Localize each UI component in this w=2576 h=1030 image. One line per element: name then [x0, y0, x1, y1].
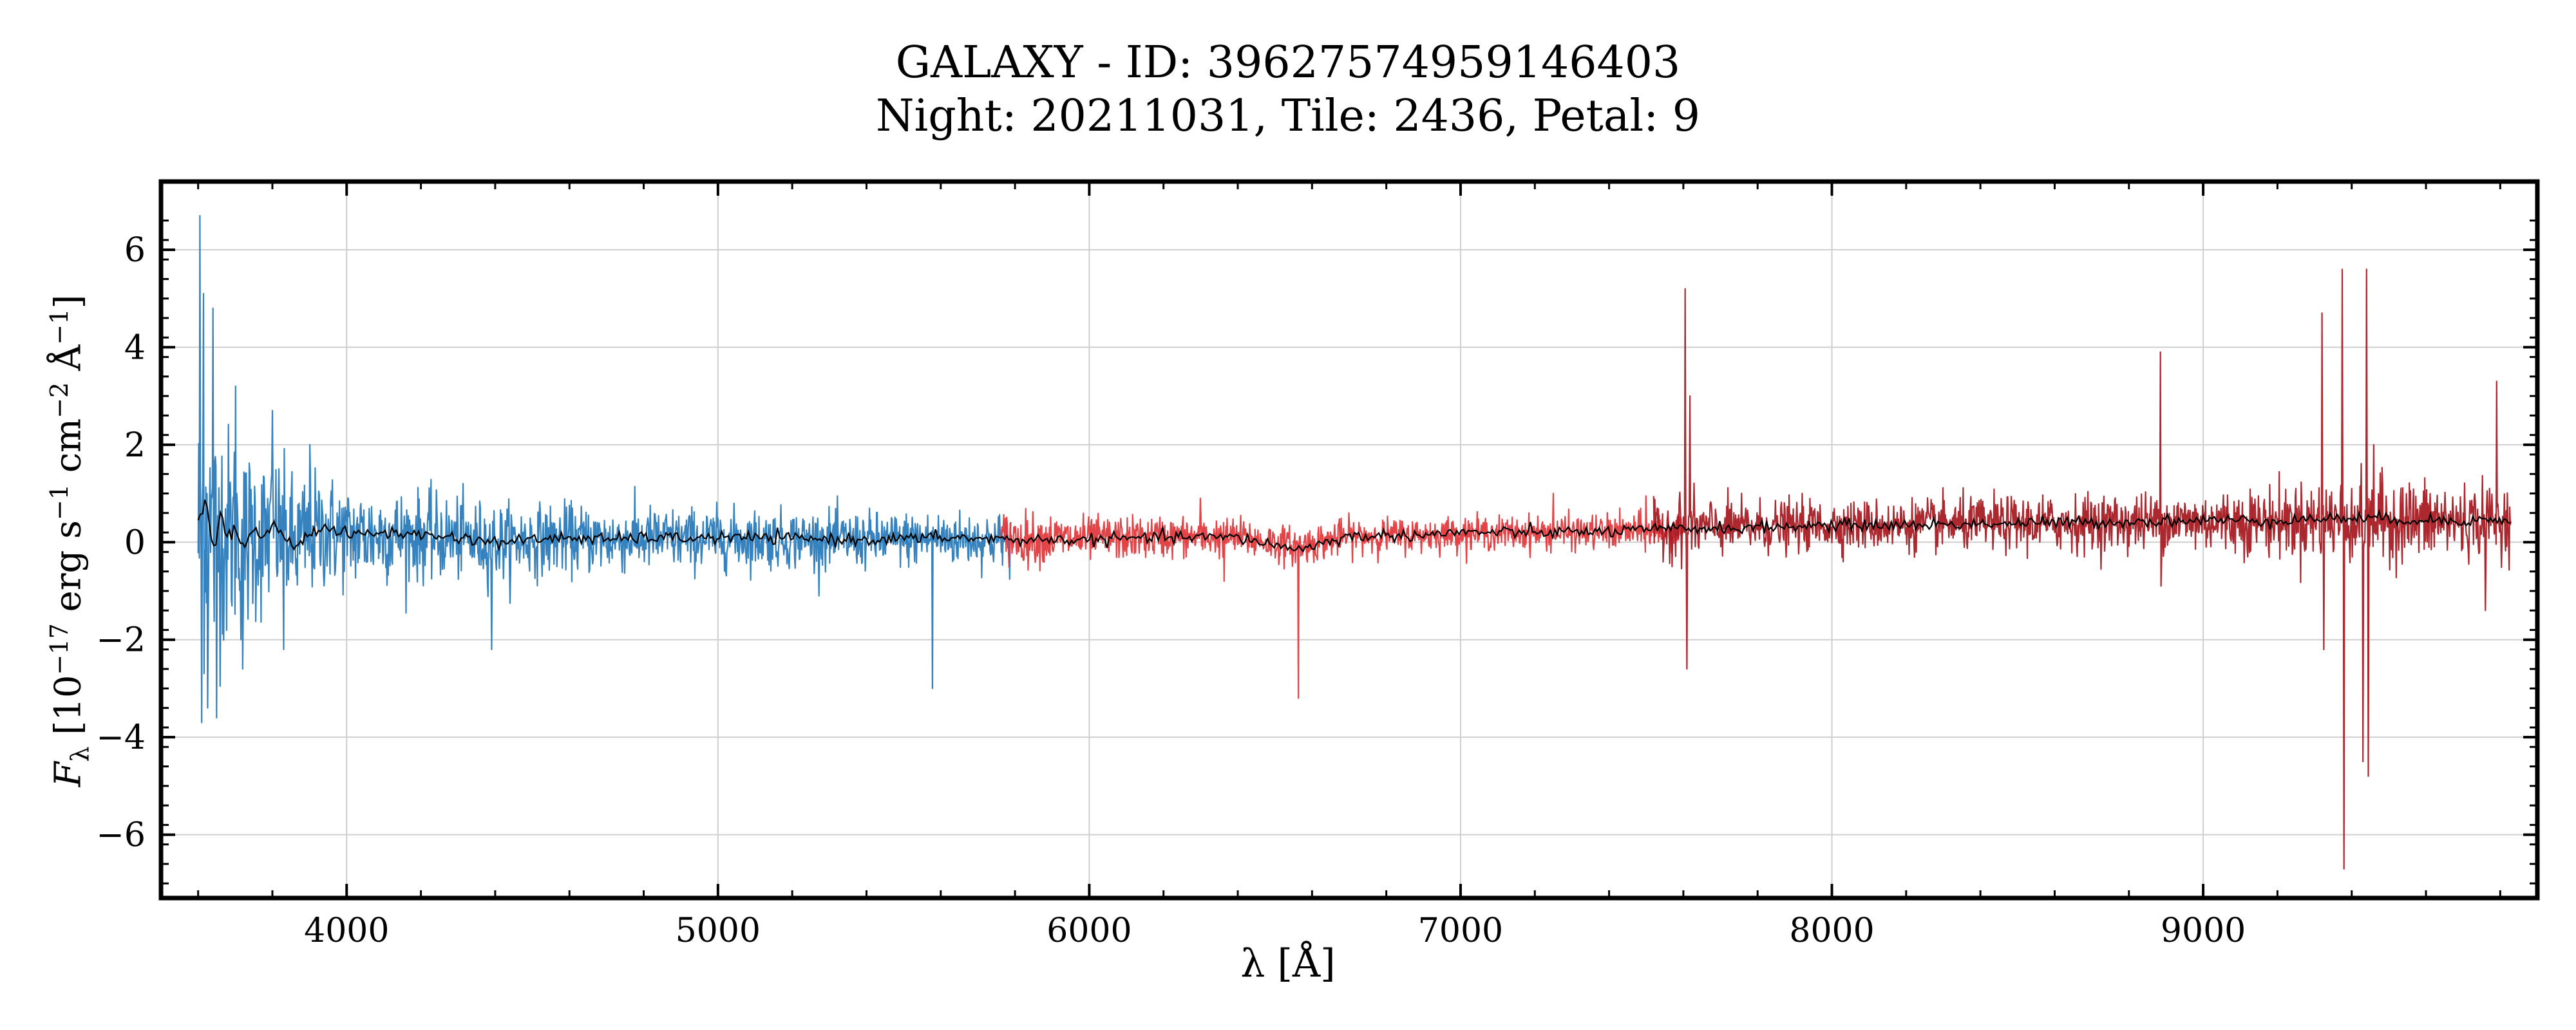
series-z-arm	[1653, 268, 2512, 870]
y-label-symbol: F	[47, 762, 90, 787]
y-label-ang: Å	[47, 344, 90, 382]
y-tick-label: 4	[124, 328, 146, 367]
y-tick-label: 2	[124, 426, 146, 465]
axes: 4000 5000 6000 7000 8000 9000 −6 −4 −2 0 2 4 6	[96, 179, 2540, 950]
x-axis-label: λ [Å]	[1240, 941, 1336, 986]
chart-title: GALAXY - ID: 39627574959146403	[895, 37, 1681, 88]
x-tick-label: 4000	[304, 912, 389, 950]
x-tick-label: 5000	[676, 912, 761, 950]
x-tick-label: 6000	[1046, 912, 1132, 950]
series-b-arm	[197, 214, 1012, 724]
chart-subtitle: Night: 20211031, Tile: 2436, Petal: 9	[875, 91, 1700, 142]
model-line-path	[197, 500, 2511, 553]
x-tick-label: 8000	[1789, 912, 1874, 950]
y-tick-label: −6	[96, 816, 146, 855]
y-label-exp4: −1	[45, 308, 74, 345]
y-label-cm: cm	[47, 418, 90, 485]
y-tick-label: −2	[96, 621, 146, 660]
x-tick-label: 7000	[1418, 912, 1503, 950]
y-label-exp3: −2	[45, 382, 74, 418]
plot-frame	[158, 179, 2540, 901]
grid	[161, 182, 2537, 898]
y-tick-label: 0	[124, 523, 146, 562]
spectrum-series	[197, 214, 2512, 870]
y-label-close: ]	[47, 294, 90, 309]
model-line	[197, 500, 2511, 553]
y-label-exp2: −1	[45, 484, 74, 521]
y-label-exp1: −17	[45, 623, 74, 675]
y-axis-label: Fλ [10−17 erg s−1 cm−2 Å−1]	[45, 295, 94, 787]
x-tick-label: 9000	[2161, 912, 2246, 950]
y-label-prefix: [10	[47, 675, 90, 735]
y-tick-label: 6	[124, 231, 146, 270]
y-tick-label: −4	[96, 718, 146, 757]
series-r-arm	[999, 492, 1684, 699]
y-label-erg: erg s	[47, 520, 90, 624]
y-label-subscript: λ	[65, 746, 94, 762]
